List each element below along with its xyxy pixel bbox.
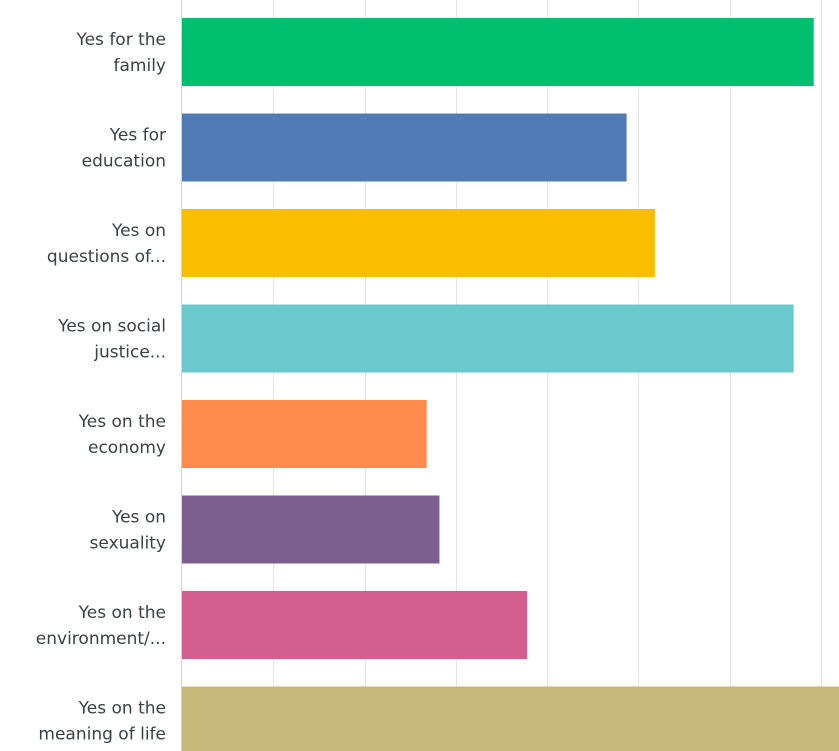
bar-8[interactable]: [182, 686, 839, 751]
bar-7[interactable]: [182, 591, 528, 659]
category-label-2-line-1: Yes for: [109, 126, 166, 146]
category-label-7-line-1: Yes on the: [78, 603, 166, 623]
category-label-5-line-1: Yes on the: [78, 412, 166, 432]
category-labels: Yes for the family Yes for education Yes on q…: [36, 30, 166, 745]
bar-6[interactable]: [182, 495, 440, 564]
category-label-4-line-2: justice...: [93, 343, 166, 363]
bars: [182, 18, 839, 751]
category-label-5-line-2: economy: [88, 438, 166, 458]
category-label-6-line-2: sexuality: [90, 534, 166, 554]
category-label-6-line-1: Yes on: [111, 508, 166, 528]
bar-3[interactable]: [182, 209, 655, 277]
category-label-3-line-2: questions of...: [47, 247, 166, 267]
category-label-8-line-1: Yes on the: [78, 699, 166, 719]
category-label-7-line-2: environment/...: [36, 629, 166, 649]
bar-1[interactable]: [182, 18, 814, 86]
bar-4[interactable]: [182, 304, 794, 373]
category-label-1-line-1: Yes for the: [75, 30, 166, 50]
category-label-8-line-2: meaning of life: [38, 725, 166, 745]
category-label-2-line-2: education: [82, 152, 166, 172]
category-label-1-line-2: family: [114, 56, 166, 76]
bar-2[interactable]: [182, 113, 627, 182]
category-label-4-line-1: Yes on social: [57, 317, 166, 337]
category-label-3-line-1: Yes on: [111, 221, 166, 241]
bar-5[interactable]: [182, 400, 427, 468]
